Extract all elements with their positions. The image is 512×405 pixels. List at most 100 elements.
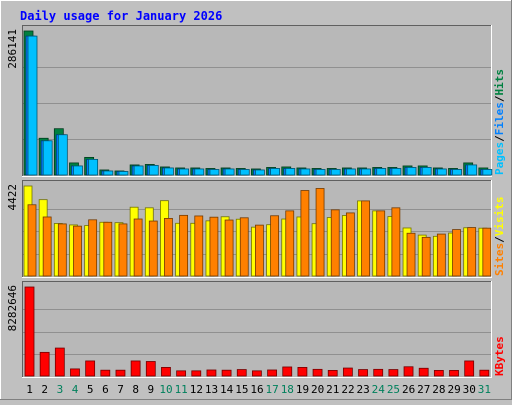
bar-pages-day-3 xyxy=(57,134,68,176)
x-tick-label-day-14: 14 xyxy=(220,383,234,396)
bar-pages-day-30 xyxy=(467,164,478,176)
bar-kbytes-day-30 xyxy=(464,360,475,377)
bar-kbytes-day-28 xyxy=(433,370,444,377)
bar-visits-day-24 xyxy=(376,210,386,277)
bar-pages-day-17 xyxy=(270,168,280,176)
x-tick-label-day-6: 6 xyxy=(102,383,109,396)
x-tick-label-day-18: 18 xyxy=(281,383,294,396)
bar-kbytes-day-18 xyxy=(282,366,293,377)
bar-visits-day-28 xyxy=(436,233,446,277)
bar-pages-day-25 xyxy=(391,168,402,176)
x-tick-label-day-8: 8 xyxy=(132,383,139,396)
x-tick-label-day-3: 3 xyxy=(57,383,64,396)
bar-kbytes-day-6 xyxy=(100,369,111,377)
bar-kbytes-day-7 xyxy=(115,369,126,377)
bar-pages-day-21 xyxy=(330,169,341,176)
bar-kbytes-day-23 xyxy=(358,369,368,377)
bar-kbytes-day-9 xyxy=(145,361,156,377)
x-tick-label-day-16: 16 xyxy=(250,383,263,396)
bar-kbytes-day-8 xyxy=(130,360,141,377)
x-tick-label-day-22: 22 xyxy=(341,383,354,396)
panel-kbytes: 8282646 KBytes xyxy=(6,281,506,378)
chart-title: Daily usage for January 2026 xyxy=(20,9,222,23)
panel-background xyxy=(22,281,492,378)
bar-visits-day-25 xyxy=(391,207,401,277)
bar-pages-day-16 xyxy=(255,169,265,176)
bar-visits-day-18 xyxy=(285,210,295,277)
x-tick-label-day-19: 19 xyxy=(296,383,309,396)
bar-pages-day-7 xyxy=(118,171,129,176)
bar-pages-day-1 xyxy=(27,35,38,176)
bar-kbytes-day-26 xyxy=(403,366,414,377)
legend-separator: / xyxy=(493,95,506,102)
bar-visits-day-15 xyxy=(239,217,249,277)
bar-visits-day-8 xyxy=(133,218,143,277)
y-axis-max-label: 8282646 xyxy=(6,285,19,331)
bar-kbytes-day-17 xyxy=(267,369,277,377)
bar-visits-day-6 xyxy=(103,221,113,277)
legend-hits: Hits xyxy=(493,69,506,96)
bar-visits-day-17 xyxy=(270,215,279,277)
legend-visits: Visits xyxy=(493,197,506,237)
bar-visits-day-12 xyxy=(194,215,204,277)
x-tick-label-day-28: 28 xyxy=(432,383,445,396)
legend-kbytes: KBytes xyxy=(493,336,506,376)
bar-kbytes-day-2 xyxy=(39,351,50,377)
x-tick-label-day-27: 27 xyxy=(417,383,430,396)
x-tick-label-day-21: 21 xyxy=(326,383,339,396)
bar-visits-day-14 xyxy=(224,219,234,277)
legend-visits-sites: Sites/Visits xyxy=(493,197,506,277)
bar-visits-day-27 xyxy=(421,236,431,277)
x-tick-label-day-20: 20 xyxy=(311,383,324,396)
bar-kbytes-day-3 xyxy=(54,347,65,377)
bar-visits-day-7 xyxy=(118,223,128,277)
x-tick-label-day-12: 12 xyxy=(190,383,203,396)
bar-pages-day-23 xyxy=(361,168,371,176)
bar-pages-day-10 xyxy=(164,167,174,176)
bar-pages-day-28 xyxy=(436,168,447,176)
bar-visits-day-9 xyxy=(148,220,158,277)
bar-visits-day-3 xyxy=(57,223,67,277)
bar-pages-day-8 xyxy=(133,165,144,176)
bar-kbytes-day-14 xyxy=(221,369,232,377)
bar-pages-day-29 xyxy=(452,169,462,176)
bar-pages-day-5 xyxy=(88,158,99,176)
bar-kbytes-day-4 xyxy=(70,368,80,377)
x-tick-label-day-15: 15 xyxy=(235,383,248,396)
bar-pages-day-15 xyxy=(239,169,250,176)
bar-visits-day-29 xyxy=(452,229,461,277)
panel-background xyxy=(22,25,492,177)
bar-pages-day-2 xyxy=(42,140,53,176)
bar-visits-day-23 xyxy=(361,200,370,277)
legend-kbytes: KBytes xyxy=(493,336,506,376)
legend-sites: Sites xyxy=(493,243,506,276)
bar-visits-day-16 xyxy=(255,224,264,277)
x-tick-label-day-10: 10 xyxy=(159,383,172,396)
bar-visits-day-20 xyxy=(315,188,325,277)
bar-kbytes-day-10 xyxy=(161,367,171,377)
bar-pages-day-22 xyxy=(345,168,356,176)
bar-kbytes-day-27 xyxy=(418,367,429,377)
x-tick-label-day-13: 13 xyxy=(205,383,218,396)
bar-pages-day-27 xyxy=(421,167,432,176)
y-axis-max-label: 4422 xyxy=(6,184,19,211)
bar-kbytes-day-31 xyxy=(479,369,490,377)
bar-kbytes-day-21 xyxy=(327,370,338,377)
bar-visits-day-21 xyxy=(330,209,340,277)
bar-pages-day-24 xyxy=(376,168,387,176)
bar-visits-day-13 xyxy=(209,216,219,277)
x-tick-label-day-1: 1 xyxy=(26,383,33,396)
x-tick-label-day-23: 23 xyxy=(357,383,370,396)
bar-kbytes-day-24 xyxy=(373,368,384,377)
x-tick-label-day-26: 26 xyxy=(402,383,415,396)
bar-pages-day-11 xyxy=(179,168,190,176)
legend-hits-files: Pages/Files/Hits xyxy=(493,69,506,175)
bar-kbytes-day-15 xyxy=(236,369,247,377)
bar-visits-day-30 xyxy=(467,227,477,277)
bar-kbytes-day-25 xyxy=(388,369,399,377)
bar-pages-day-20 xyxy=(315,169,326,176)
x-tick-label-day-4: 4 xyxy=(72,383,79,396)
x-tick-label-day-11: 11 xyxy=(175,383,188,396)
